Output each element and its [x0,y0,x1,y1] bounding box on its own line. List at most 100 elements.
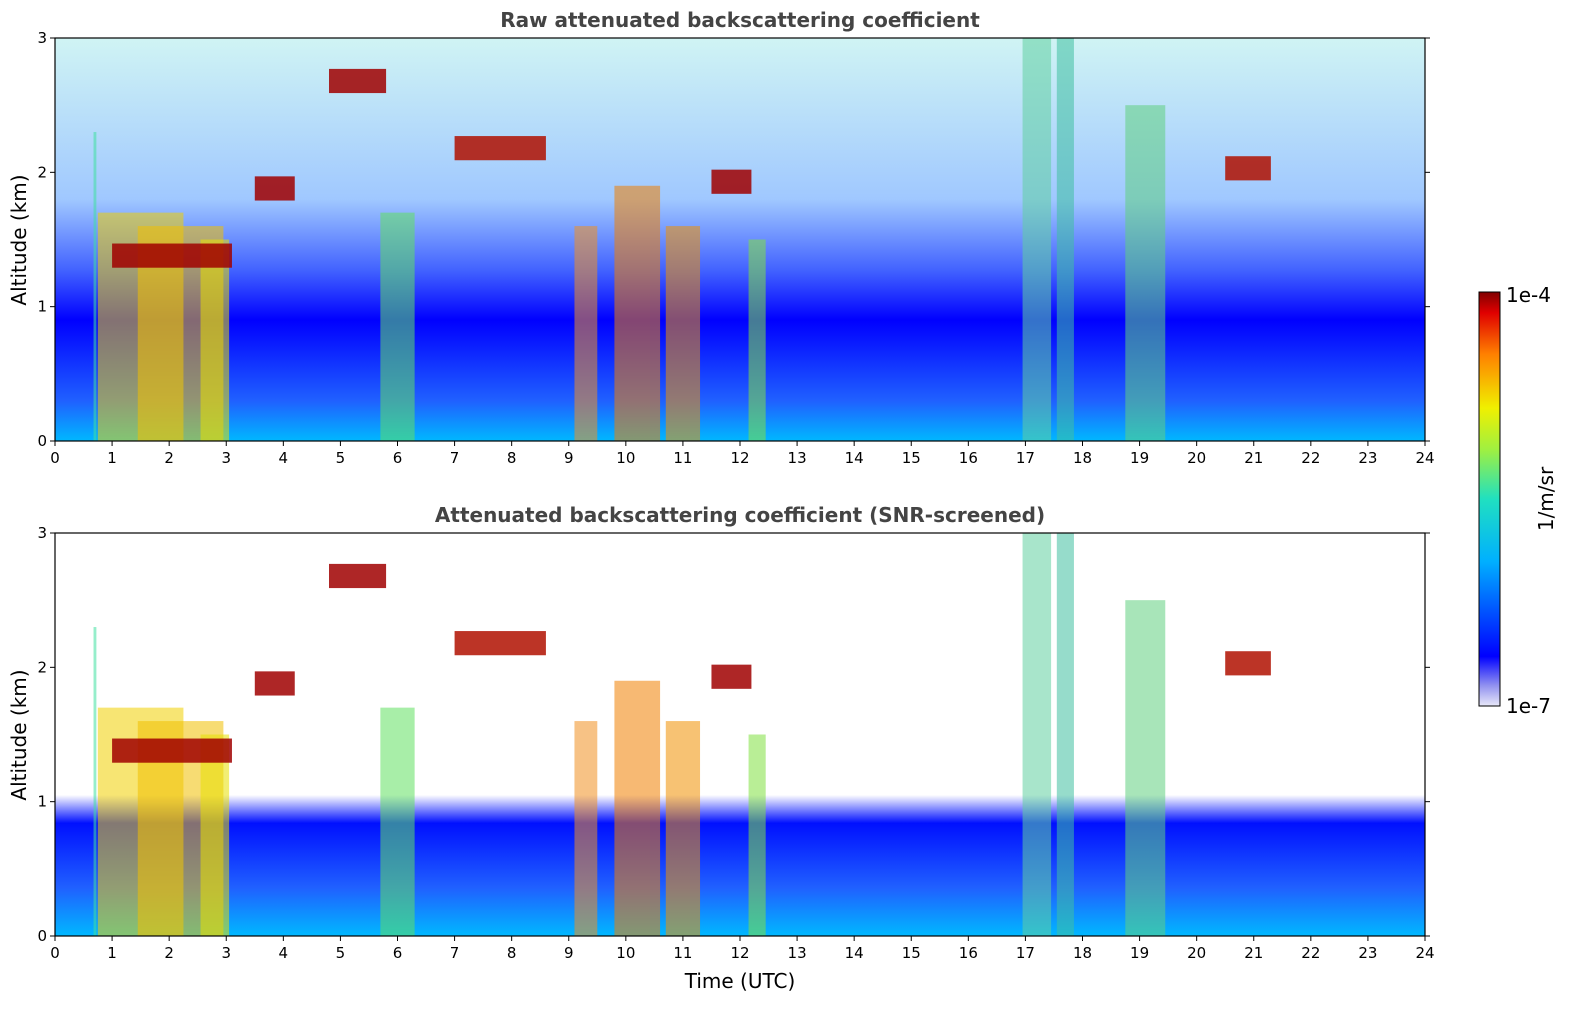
x-tick-label: 17 [1016,944,1035,962]
x-tick-label: 10 [616,449,635,467]
x-tick-label: 5 [336,449,346,467]
x-tick-label: 16 [959,449,978,467]
x-tick-label: 24 [1415,944,1434,962]
aerosol-plume [748,239,766,441]
x-tick-label: 12 [730,449,749,467]
x-tick-label: 4 [279,449,289,467]
x-tick-label: 0 [50,944,60,962]
x-tick-label: 20 [1187,944,1206,962]
x-tick-label: 5 [336,944,346,962]
x-tick-label: 8 [507,449,517,467]
aerosol-plume [1022,533,1052,936]
cloud-features [93,38,1271,442]
y-tick-label: 2 [37,658,47,676]
colorbar-unit-label: 1/m/sr [1534,466,1558,531]
x-tick-label: 23 [1358,944,1377,962]
y-tick-label: 0 [37,432,47,450]
aerosol-plume [380,707,415,936]
x-tick-label: 16 [959,944,978,962]
colorbar: 1e-4 1e-7 1/m/sr [1478,283,1558,718]
x-tick-label: 14 [845,449,864,467]
x-tick-label: 3 [221,449,231,467]
x-tick-label: 19 [1130,944,1149,962]
y-ticks: 0 1 2 3 [37,29,1430,450]
x-tick-label: 8 [507,944,517,962]
aerosol-plume [200,239,230,441]
aerosol-plume [1056,38,1074,441]
x-tick-label: 6 [393,944,403,962]
x-tick-label: 21 [1244,449,1263,467]
x-tick-label: 24 [1415,449,1434,467]
x-tick-label: 22 [1301,944,1320,962]
panel-snr-screened: Attenuated backscattering coefficient (S… [7,503,1435,993]
colorbar-min-label: 1e-7 [1506,694,1551,718]
plot-background [55,533,1425,936]
x-axis-label: Time (UTC) [684,969,796,993]
colorbar-gradient [1478,291,1501,707]
x-tick-label: 9 [564,449,574,467]
x-tick-label: 19 [1130,449,1149,467]
x-tick-label: 2 [164,944,174,962]
x-tick-label: 7 [450,449,460,467]
plot-background [55,38,1425,441]
cloud-layer [254,176,295,201]
aerosol-plume [574,226,598,441]
aerosol-plume [748,734,766,936]
x-tick-label: 1 [107,944,117,962]
x-tick-label: 18 [1073,449,1092,467]
aerosol-plume [380,212,415,441]
cloud-layer [1225,651,1271,676]
panel-raw: Raw attenuated backscattering coefficien… [7,8,1435,467]
y-tick-label: 1 [37,298,47,316]
x-tick-label: 6 [393,449,403,467]
cloud-layer [711,664,752,689]
x-ticks: 0 1 2 3 4 5 6 7 8 9 10 11 12 13 14 15 16 17 18 19 20 21 22 23 24 [50,936,1435,962]
aerosol-plume [1125,600,1166,936]
cloud-layer [454,631,546,656]
cloud-features [93,533,1271,936]
cloud-layer [454,136,546,161]
aerosol-plume [93,132,97,442]
y-axis-label: Altitude (km) [7,174,31,305]
aerosol-plume [200,734,230,936]
x-tick-label: 10 [616,944,635,962]
aerosol-plume [614,680,661,936]
aerosol-plume [665,721,701,936]
aerosol-plume [614,185,661,441]
aerosol-plume [574,721,598,936]
cloud-layer [329,68,387,94]
x-tick-label: 20 [1187,449,1206,467]
x-tick-label: 3 [221,944,231,962]
x-tick-label: 9 [564,944,574,962]
aerosol-plume [1125,105,1166,442]
cloud-layer [329,563,387,589]
x-tick-label: 7 [450,944,460,962]
x-tick-label: 18 [1073,944,1092,962]
y-tick-label: 2 [37,163,47,181]
y-tick-label: 3 [37,29,47,47]
aerosol-plume [1056,533,1074,936]
x-tick-label: 2 [164,449,174,467]
aerosol-plume [1022,38,1052,441]
x-tick-label: 13 [788,449,807,467]
x-tick-label: 23 [1358,449,1377,467]
y-tick-label: 0 [37,927,47,945]
x-tick-label: 15 [902,944,921,962]
cloud-layer [112,243,232,268]
aerosol-plume [93,627,97,936]
x-tick-label: 21 [1244,944,1263,962]
x-tick-label: 11 [673,944,692,962]
x-tick-label: 4 [279,944,289,962]
x-tick-label: 0 [50,449,60,467]
x-tick-label: 12 [730,944,749,962]
x-tick-label: 13 [788,944,807,962]
y-tick-label: 1 [37,793,47,811]
x-tick-label: 22 [1301,449,1320,467]
cloud-layer [254,671,295,696]
colorbar-max-label: 1e-4 [1506,283,1551,307]
x-ticks: 0 1 2 3 4 5 6 7 8 9 10 11 12 13 14 15 16 17 18 19 20 21 22 23 24 [50,441,1435,467]
x-tick-label: 17 [1016,449,1035,467]
x-tick-label: 14 [845,944,864,962]
cloud-layer [1225,156,1271,181]
